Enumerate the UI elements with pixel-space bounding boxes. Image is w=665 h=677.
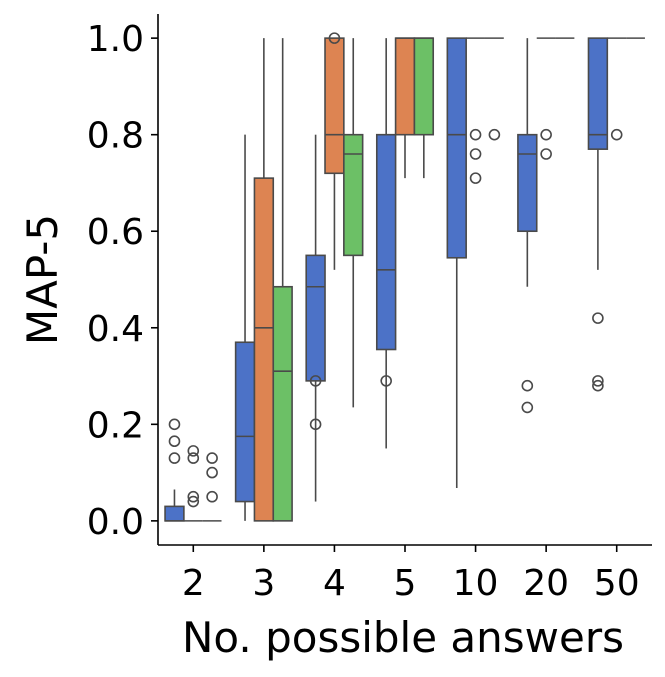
outlier-point — [168, 418, 181, 431]
box-group — [484, 37, 504, 141]
x-tick-label: 3 — [252, 563, 275, 604]
outlier-point — [540, 128, 552, 141]
x-tick-label: 5 — [394, 563, 417, 604]
box — [324, 37, 345, 175]
box-group — [253, 38, 275, 522]
box-group — [607, 37, 627, 141]
outlier-point — [521, 379, 534, 392]
plot-area — [164, 32, 645, 522]
outlier-point — [309, 418, 322, 431]
box-group — [587, 37, 609, 392]
box — [305, 254, 326, 382]
box-group — [517, 38, 538, 414]
box-group — [536, 37, 556, 160]
x-tick-label: 2 — [182, 563, 205, 604]
box — [253, 177, 275, 522]
outlier-point — [168, 435, 181, 448]
outlier-point — [592, 375, 604, 387]
box-group — [466, 37, 485, 184]
x-axis-title: No. possible answers — [182, 613, 624, 662]
outlier-point — [187, 490, 200, 503]
x-tick-label: 10 — [453, 563, 499, 604]
outlier-point — [469, 148, 482, 160]
y-tick-label: 0.6 — [87, 212, 144, 253]
box-group — [234, 134, 256, 521]
y-tick-label: 0.8 — [87, 116, 144, 157]
y-tick-label: 0.4 — [87, 309, 144, 350]
box — [394, 37, 416, 136]
outlier-point — [309, 375, 322, 387]
box-group — [343, 38, 364, 408]
y-axis-title: MAP-5 — [18, 214, 67, 345]
outlier-point — [168, 452, 181, 464]
box-group — [272, 38, 293, 522]
outlier-point — [187, 452, 200, 464]
outlier-point — [592, 379, 604, 392]
outlier-point — [187, 445, 200, 457]
outlier-point — [488, 128, 501, 141]
box — [587, 37, 609, 150]
y-axis: 0.0 0.2 0.4 0.6 0.8 1.0 — [87, 14, 159, 545]
outlier-point — [592, 312, 604, 324]
outlier-point — [206, 466, 218, 479]
box — [517, 133, 538, 233]
x-tick-label: 4 — [323, 563, 346, 604]
box-group — [394, 37, 416, 179]
box-group — [446, 37, 467, 489]
outlier-point — [187, 495, 200, 508]
box-group — [202, 452, 222, 522]
box-group — [375, 38, 397, 449]
y-tick-label: 0.2 — [87, 405, 144, 446]
outlier-point — [328, 32, 341, 44]
outlier-point — [540, 148, 552, 160]
box-group — [305, 134, 326, 502]
y-tick-label: 0.0 — [87, 502, 144, 543]
y-tick-label: 1.0 — [87, 19, 144, 60]
x-axis: 2 3 4 5 10 20 50 — [158, 544, 652, 604]
box — [413, 37, 435, 136]
box — [343, 133, 364, 257]
box — [272, 285, 293, 522]
box-group — [413, 37, 435, 179]
outlier-point — [469, 172, 482, 184]
outlier-point — [610, 128, 623, 141]
box-group — [183, 445, 203, 522]
x-tick-label: 50 — [594, 563, 640, 604]
box — [446, 37, 467, 259]
box — [375, 133, 397, 351]
box — [234, 341, 256, 503]
outlier-point — [521, 401, 534, 414]
outlier-point — [206, 490, 218, 503]
x-tick-label: 20 — [523, 563, 569, 604]
outlier-point — [469, 128, 482, 141]
box-group — [164, 418, 185, 522]
box-group — [324, 32, 345, 270]
outlier-point — [380, 375, 392, 387]
outlier-point — [206, 452, 218, 464]
box — [164, 505, 185, 522]
